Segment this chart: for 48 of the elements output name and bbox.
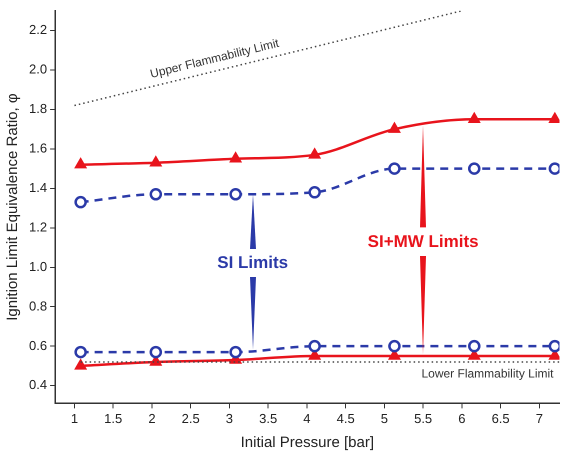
x-tick-label: 6 <box>458 410 466 426</box>
x-tick-label: 3.5 <box>259 410 278 426</box>
x-tick-label: 3 <box>226 410 234 426</box>
x-tick-label: 5 <box>380 410 388 426</box>
point <box>150 188 162 201</box>
y-tick-label: 1.0 <box>28 258 48 274</box>
y-tick-label: 0.8 <box>28 298 48 314</box>
annotation: SI Limits <box>217 253 288 274</box>
x-tick-label: 2.5 <box>182 410 200 426</box>
y-tick-label: 2.2 <box>28 22 48 38</box>
point <box>388 122 400 133</box>
point <box>388 340 401 352</box>
point <box>150 346 162 358</box>
point <box>549 113 560 124</box>
x-tick-label: 4 <box>303 410 311 426</box>
point <box>468 113 480 124</box>
x-tick-label: 4.5 <box>336 410 355 426</box>
ref-line-label: Lower Flammability Limit <box>421 366 554 380</box>
x-tick-label: 2 <box>148 410 156 426</box>
point <box>308 340 321 352</box>
x-tick-label: 7 <box>536 410 543 426</box>
x-tick-label: 1.5 <box>104 410 122 426</box>
annotation: SI+MW Limits <box>368 232 479 252</box>
point <box>388 162 401 175</box>
x-tick-label: 5.5 <box>414 410 432 426</box>
y-tick-label: 1.8 <box>28 101 48 116</box>
point <box>150 156 162 166</box>
point <box>229 346 242 358</box>
y-tick-label: 0.6 <box>28 338 48 353</box>
point <box>75 158 86 168</box>
y-axis-title: Ignition Limit Equivalence Ratio, φ <box>4 93 22 321</box>
point <box>468 162 481 175</box>
y-tick-label: 0.4 <box>28 377 48 392</box>
point <box>229 188 242 201</box>
point <box>74 196 87 208</box>
x-axis-title: Initial Pressure [bar] <box>240 434 374 452</box>
point <box>308 186 321 199</box>
point <box>309 148 320 159</box>
y-tick-label: 1.6 <box>28 140 48 156</box>
y-tick-label: 2.0 <box>28 62 48 77</box>
point <box>468 340 481 352</box>
x-tick-label: 6.5 <box>492 410 510 426</box>
y-tick-label: 1.2 <box>28 219 48 234</box>
y-tick-label: 1.4 <box>28 180 48 195</box>
x-tick-label: 1 <box>70 410 78 426</box>
point <box>74 346 87 358</box>
point <box>230 152 242 163</box>
point <box>75 360 86 370</box>
